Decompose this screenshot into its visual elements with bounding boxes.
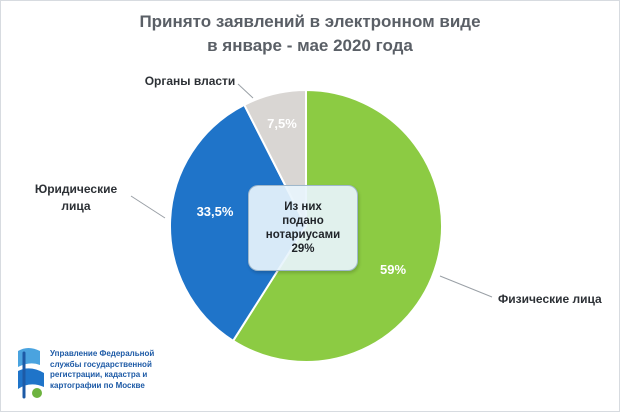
leader-line-gov bbox=[237, 83, 254, 99]
rosreestr-logo-icon bbox=[18, 348, 44, 399]
chart-title-line-2: в январе - мае 2020 года bbox=[207, 36, 413, 55]
chart-title: Принято заявлений в электронном виде в я… bbox=[0, 10, 620, 58]
slice-value-label-phys: 59% bbox=[380, 262, 406, 277]
leader-line-legal bbox=[130, 195, 166, 219]
logo-text-line-2: службы государственной bbox=[50, 359, 152, 369]
logo-text: Управление Федеральной службы государств… bbox=[50, 349, 210, 391]
chart-title-line-1: Принято заявлений в электронном виде bbox=[139, 12, 481, 31]
slice-value-label-legal: 33,5% bbox=[197, 204, 234, 219]
pie-slice-legal bbox=[169, 103, 308, 343]
notary-callout-line-1: Из них bbox=[284, 201, 322, 213]
notary-callout-value: 29% bbox=[291, 243, 315, 255]
slice-value-label-gov: 7,5% bbox=[267, 116, 297, 131]
category-label-phys: Физические лица bbox=[498, 292, 602, 306]
notary-callout-line-2: подано bbox=[282, 215, 324, 227]
leader-line-phys bbox=[439, 275, 493, 298]
notary-callout: Из них подано нотариусами 29% bbox=[248, 185, 358, 271]
category-label-gov: Органы власти bbox=[145, 74, 236, 88]
logo-text-line-1: Управление Федеральной bbox=[50, 349, 155, 358]
logo-text-line-3: регистрации, кадастра и bbox=[50, 370, 148, 379]
category-label-legal-line-2: лица bbox=[61, 199, 91, 213]
logo-text-line-4: картографии по Москве bbox=[50, 380, 145, 390]
leader-lines bbox=[130, 83, 493, 298]
notary-callout-line-3: нотариусами bbox=[265, 229, 341, 241]
category-label-legal-line-1: Юридические bbox=[35, 182, 118, 196]
